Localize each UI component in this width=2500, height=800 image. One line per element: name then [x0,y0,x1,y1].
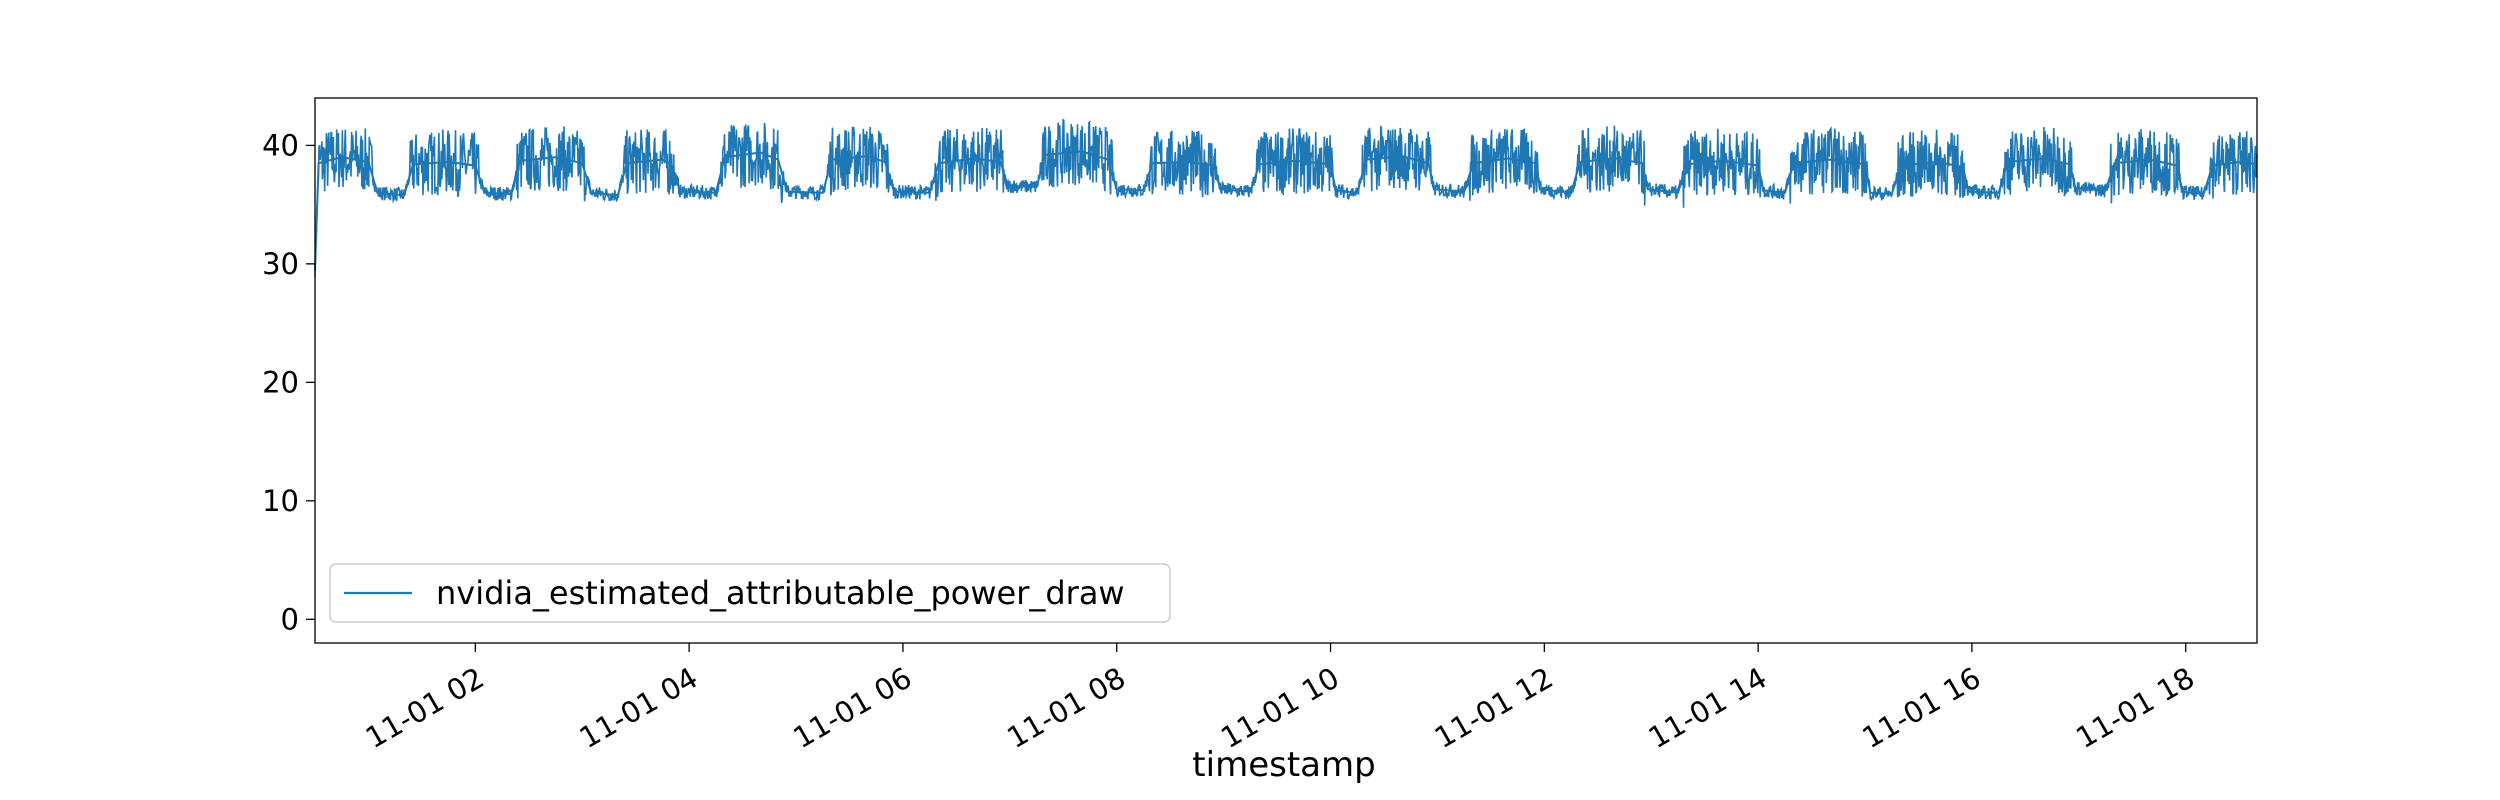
series-noise [314,118,2258,277]
legend-box [329,563,1171,623]
legend-label: nvidia_estimated_attributable_power_draw [436,574,1125,612]
plot-area [314,118,2258,277]
x-axis-label: timestamp [1192,745,1375,785]
y-tick-label: 40 [262,128,299,162]
legend: nvidia_estimated_attributable_power_draw [329,563,1171,623]
y-tick-label: 0 [281,602,299,636]
y-tick-label: 30 [262,247,299,281]
y-axis: 0 10 20 30 40 [262,128,315,636]
plot-frame [314,97,2258,644]
y-tick-label: 10 [262,484,299,518]
y-tick-label: 20 [262,365,299,399]
